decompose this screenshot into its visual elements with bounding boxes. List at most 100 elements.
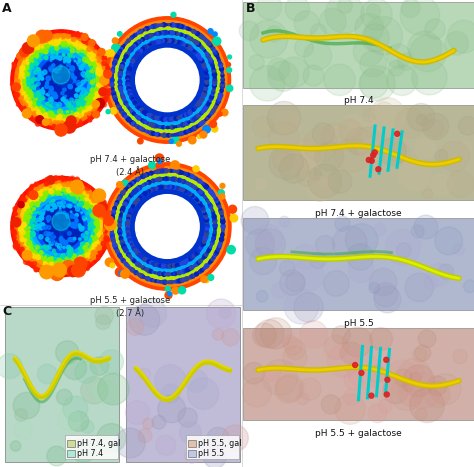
Circle shape	[61, 261, 65, 266]
Circle shape	[410, 388, 444, 423]
Circle shape	[124, 101, 128, 105]
Circle shape	[13, 207, 16, 210]
Circle shape	[78, 87, 81, 90]
Circle shape	[134, 201, 137, 205]
Circle shape	[207, 427, 229, 450]
Circle shape	[49, 33, 52, 36]
Circle shape	[15, 99, 18, 101]
Circle shape	[35, 245, 39, 249]
Circle shape	[430, 374, 461, 404]
Circle shape	[220, 66, 222, 68]
Circle shape	[28, 50, 30, 52]
Circle shape	[169, 24, 172, 26]
Circle shape	[69, 106, 73, 110]
Circle shape	[221, 236, 223, 238]
Circle shape	[43, 119, 49, 125]
Circle shape	[100, 51, 103, 54]
Circle shape	[204, 87, 208, 91]
Circle shape	[184, 130, 188, 134]
Circle shape	[206, 40, 210, 44]
Circle shape	[63, 183, 65, 186]
Circle shape	[46, 176, 55, 184]
Circle shape	[193, 196, 195, 198]
Circle shape	[22, 222, 26, 226]
Circle shape	[129, 267, 132, 270]
Circle shape	[214, 222, 216, 225]
Circle shape	[204, 67, 207, 71]
Circle shape	[77, 104, 80, 107]
Circle shape	[201, 110, 204, 113]
Circle shape	[325, 0, 364, 33]
Circle shape	[344, 389, 360, 405]
Circle shape	[348, 256, 374, 283]
Circle shape	[46, 216, 51, 220]
Circle shape	[339, 119, 362, 142]
Circle shape	[105, 95, 109, 99]
Circle shape	[165, 134, 168, 137]
Circle shape	[113, 243, 117, 248]
Circle shape	[161, 384, 180, 403]
Circle shape	[63, 241, 68, 245]
Circle shape	[157, 31, 161, 35]
Circle shape	[158, 272, 162, 276]
Circle shape	[107, 78, 109, 80]
Circle shape	[140, 39, 142, 42]
Circle shape	[243, 362, 264, 384]
Circle shape	[74, 43, 78, 46]
Circle shape	[31, 52, 33, 54]
Circle shape	[221, 224, 225, 228]
Circle shape	[40, 228, 43, 230]
Circle shape	[79, 47, 82, 50]
Text: pH 5.5, gal: pH 5.5, gal	[198, 439, 241, 448]
Circle shape	[72, 37, 76, 42]
Circle shape	[150, 26, 152, 28]
Circle shape	[30, 262, 34, 266]
Circle shape	[123, 202, 127, 206]
Circle shape	[171, 265, 173, 267]
Circle shape	[55, 341, 79, 364]
Circle shape	[123, 182, 212, 271]
Circle shape	[118, 195, 122, 198]
Circle shape	[119, 215, 122, 218]
Circle shape	[200, 204, 202, 207]
Circle shape	[49, 68, 54, 72]
Circle shape	[250, 66, 285, 101]
Circle shape	[222, 223, 224, 225]
Circle shape	[97, 233, 101, 237]
Circle shape	[76, 219, 78, 222]
Circle shape	[257, 0, 282, 20]
Circle shape	[268, 122, 300, 153]
Circle shape	[36, 255, 40, 260]
Circle shape	[182, 172, 185, 175]
Circle shape	[95, 51, 98, 54]
Circle shape	[43, 50, 45, 52]
Circle shape	[35, 251, 37, 253]
Circle shape	[11, 177, 111, 276]
Circle shape	[48, 97, 53, 101]
Circle shape	[126, 224, 129, 227]
Circle shape	[297, 167, 316, 186]
Circle shape	[15, 79, 20, 84]
Circle shape	[370, 98, 405, 133]
Circle shape	[127, 233, 129, 235]
Circle shape	[188, 36, 191, 39]
Circle shape	[82, 57, 88, 62]
Circle shape	[168, 39, 172, 42]
Circle shape	[71, 78, 75, 83]
Circle shape	[190, 184, 193, 187]
Circle shape	[29, 241, 31, 243]
Circle shape	[66, 177, 71, 182]
Circle shape	[57, 76, 61, 80]
Circle shape	[55, 69, 59, 73]
Circle shape	[206, 199, 209, 202]
Circle shape	[35, 193, 37, 196]
Circle shape	[43, 113, 48, 118]
Circle shape	[144, 183, 146, 185]
Circle shape	[359, 370, 364, 375]
Circle shape	[127, 87, 131, 91]
Circle shape	[170, 117, 173, 121]
Circle shape	[78, 258, 80, 261]
Circle shape	[376, 167, 381, 172]
Circle shape	[39, 251, 43, 254]
Circle shape	[19, 54, 22, 57]
